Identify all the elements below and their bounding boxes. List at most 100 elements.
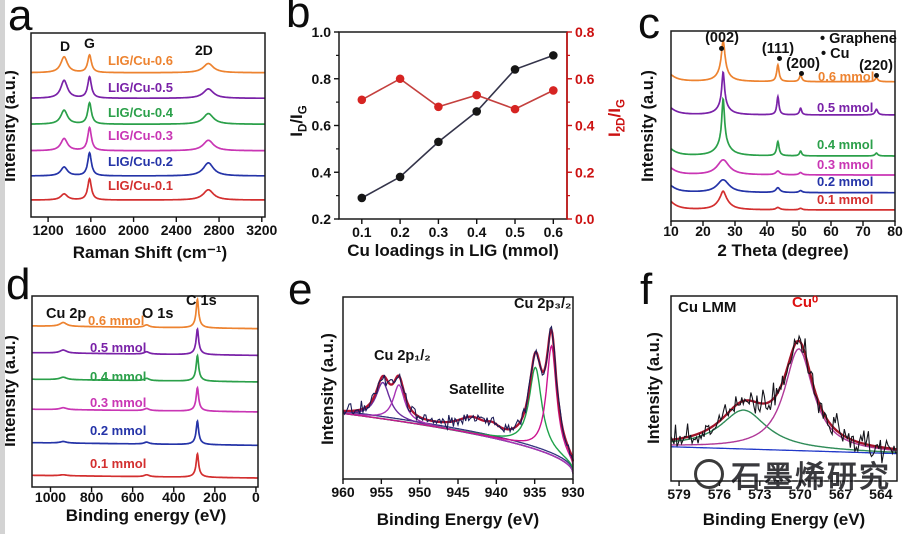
curve-label: 0.2 mmol	[817, 174, 874, 189]
tick-label: 0.8	[575, 24, 595, 40]
tick-label: 0.6	[312, 118, 332, 134]
y-axis-label-f: Intensity (a.u.)	[644, 332, 663, 444]
panel-e-curves	[342, 325, 574, 474]
x-axis-label-a: Raman Shift (cm⁻¹)	[72, 243, 228, 262]
panel-f-curves	[670, 334, 898, 464]
xps-region-label-o1s: O 1s	[142, 306, 174, 322]
y-axis-label-e: Intensity (a.u.)	[318, 333, 337, 445]
panel-d-curves	[32, 296, 258, 479]
tick-label: 960	[331, 484, 355, 500]
tick-label: 567	[829, 486, 853, 502]
tick-label: 570	[788, 486, 812, 502]
tick-label: 50	[791, 223, 807, 239]
tick-label: 573	[748, 486, 772, 502]
b-data-point-I2D/IG	[434, 102, 443, 112]
cu0-species-label: Cu⁰	[792, 294, 819, 311]
b-data-point-ID/IG	[510, 65, 520, 74]
tick-label: 955	[370, 484, 394, 500]
x-axis-label-c: 2 Theta (degree)	[717, 241, 849, 260]
watermark: 石墨烯研究	[694, 452, 891, 496]
tick-label: 0	[252, 489, 260, 505]
tick-label: 40	[759, 223, 775, 239]
xrd-peak-label-002: (002)	[705, 30, 739, 46]
b-data-point-I2D/IG	[357, 95, 367, 105]
cu2p12-peak-label: Cu 2p₁/₂	[374, 348, 431, 364]
xrd-peak-dot	[874, 73, 879, 78]
c-curve-0.6 mmol	[670, 39, 895, 83]
raman-g-peak-label: G	[84, 35, 95, 51]
tick-label: 10	[663, 223, 679, 239]
c-curve-0.3 mmol	[670, 158, 895, 176]
e-fit-cu2p32-component-b	[342, 344, 574, 466]
xrd-peak-dot	[719, 46, 724, 51]
d-curve-0.1 mmol	[32, 451, 258, 479]
curve-label: LIG/Cu-0.4	[108, 105, 174, 120]
tick-label: 400	[162, 489, 186, 505]
tick-label: 576	[708, 486, 732, 502]
a-curve-LIG/Cu-0.2	[31, 151, 265, 177]
f-fit-broad-component	[670, 409, 897, 453]
curve-label: 0.4 mmol	[817, 137, 874, 152]
tick-label: 0.5	[505, 224, 525, 240]
tick-label: 1.0	[312, 24, 332, 40]
c-curve-0.5 mmol	[670, 70, 895, 116]
curve-label: LIG/Cu-0.5	[108, 80, 174, 95]
c-curve-0.2 mmol	[670, 178, 895, 194]
tick-label: 930	[561, 484, 585, 500]
raman-d-peak-label: D	[60, 38, 71, 54]
b-data-point-ID/IG	[434, 137, 443, 147]
c-curve-0.1 mmol	[670, 190, 895, 211]
xrd-peak-label-220: (220)	[859, 58, 893, 74]
tick-label: 0.0	[575, 211, 595, 227]
tick-label: 0.2	[575, 164, 595, 180]
panel-c-curves	[670, 39, 895, 211]
tick-label: 200	[203, 489, 227, 505]
panel-letter-b: b	[286, 0, 311, 37]
tick-label: 1600	[75, 222, 106, 238]
x-axis-label-b: Cu loadings in LIG (mmol)	[347, 241, 559, 260]
curve-label: LIG/Cu-0.2	[108, 154, 174, 169]
f-raw-data	[670, 334, 897, 464]
graphene-marker-icon: •	[820, 31, 826, 47]
tick-label: 935	[523, 484, 547, 500]
page-edge-strip	[0, 0, 5, 534]
curve-label: 0.1 mmol	[90, 456, 147, 471]
x-axis-label-e: Binding Energy (eV)	[376, 510, 540, 529]
xrd-peak-label-200: (200)	[786, 56, 820, 72]
tick-label: 0.2	[312, 211, 332, 227]
plot-frame-c	[670, 30, 896, 222]
panel-letter-e: e	[288, 265, 313, 314]
tick-label: 3200	[246, 222, 277, 238]
panel-letter-a: a	[8, 0, 33, 40]
curve-label: LIG/Cu-0.1	[108, 178, 174, 193]
curve-label: 0.2 mmol	[90, 423, 147, 438]
tick-label: 800	[80, 489, 104, 505]
b-data-point-I2D/IG	[549, 86, 558, 95]
panel-letter-f: f	[640, 265, 653, 314]
e-background-line	[342, 410, 574, 472]
b-data-point-I2D/IG	[395, 74, 405, 84]
panel-a-curves	[31, 53, 265, 201]
curve-label: LIG/Cu-0.3	[108, 128, 174, 143]
auger-region-label: Cu LMM	[678, 299, 737, 316]
f-background-line	[671, 446, 897, 455]
y-axis-label-b-left: ID/IG	[286, 105, 310, 137]
b-data-point-ID/IG	[395, 172, 405, 182]
tick-label: 1200	[33, 222, 64, 238]
d-curve-0.2 mmol	[32, 419, 258, 447]
tick-label: 0.4	[312, 164, 332, 180]
tick-label: 20	[695, 223, 711, 239]
a-curve-LIG/Cu-0.6	[31, 53, 265, 74]
tick-label: 0.6	[544, 224, 564, 240]
b-series-line-ID/IG	[361, 54, 554, 199]
tick-label: 60	[823, 223, 839, 239]
tick-label: 2800	[203, 222, 234, 238]
satellite-peak-label: Satellite	[449, 382, 505, 398]
curve-label: 0.5 mmol	[817, 100, 874, 115]
b-data-point-ID/IG	[472, 107, 482, 116]
tick-label: 80	[887, 223, 903, 239]
b-series-line-I2D/IG	[361, 77, 554, 110]
curve-label: 0.4 mmol	[90, 369, 147, 384]
